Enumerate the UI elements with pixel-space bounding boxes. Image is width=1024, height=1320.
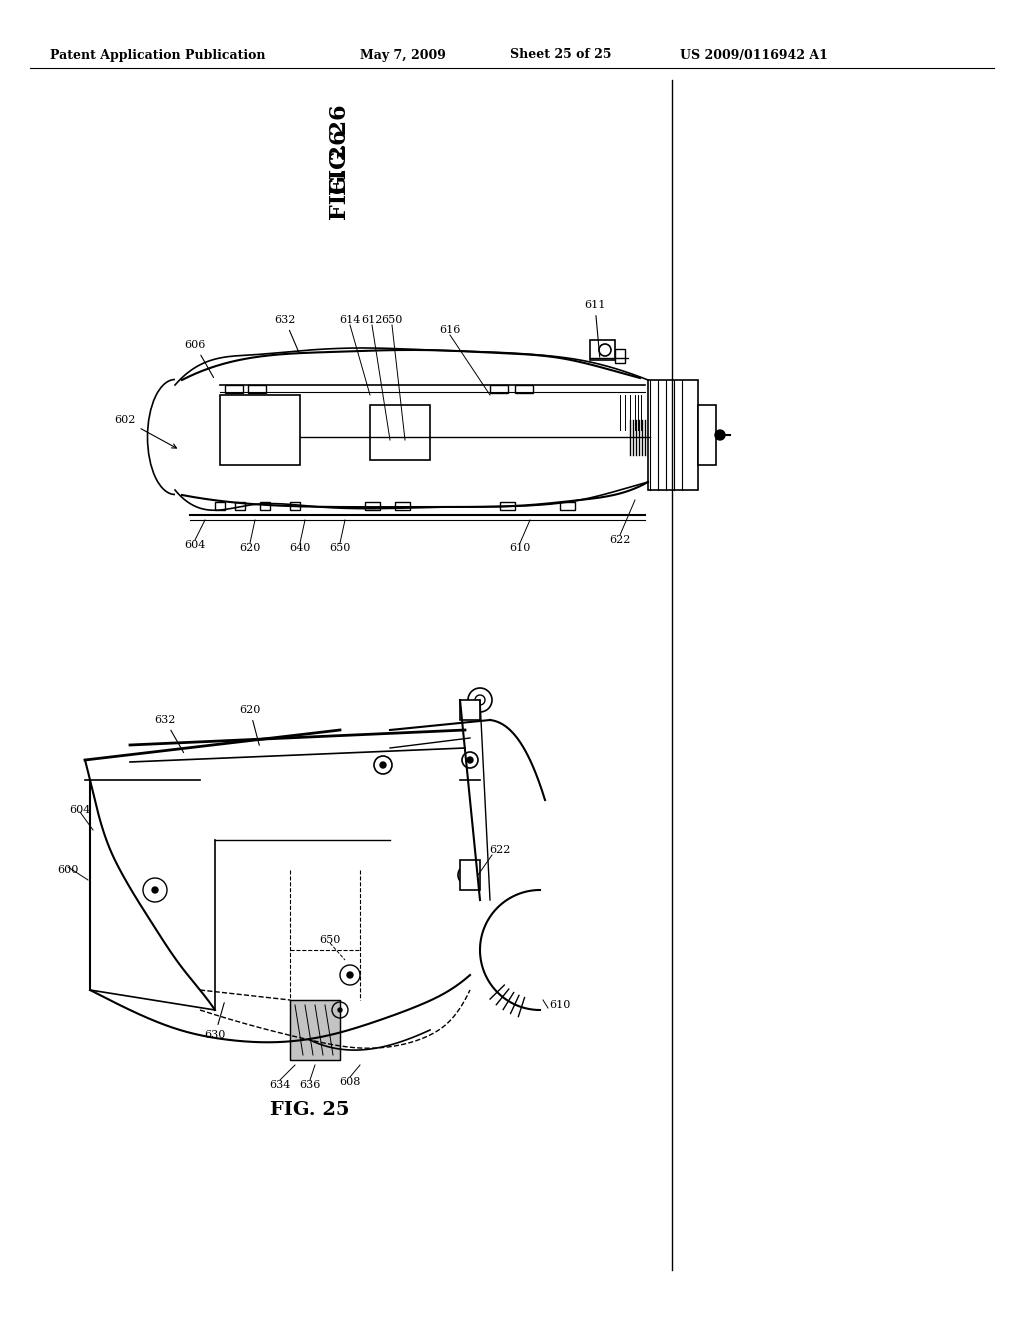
Text: 616: 616 [439, 325, 461, 335]
Text: 650: 650 [330, 543, 350, 553]
Circle shape [465, 873, 471, 878]
Bar [698, 405, 716, 465]
Circle shape [380, 762, 386, 768]
Bar [248, 385, 266, 393]
Text: 604: 604 [70, 805, 91, 814]
Circle shape [467, 756, 473, 763]
Bar [220, 395, 300, 465]
Text: 606: 606 [184, 341, 214, 378]
Text: 620: 620 [240, 543, 261, 553]
Text: FIG. 25: FIG. 25 [270, 1101, 350, 1119]
Bar [215, 502, 225, 510]
Text: Patent Application Publication: Patent Application Publication [50, 49, 265, 62]
Text: 608: 608 [339, 1077, 360, 1086]
Text: FIG. 26: FIG. 26 [329, 129, 351, 220]
Text: Sheet 25 of 25: Sheet 25 of 25 [510, 49, 611, 62]
Text: 650: 650 [381, 315, 402, 325]
Bar [500, 502, 515, 510]
Text: 602: 602 [115, 414, 176, 447]
Bar [648, 380, 698, 490]
Bar [365, 502, 380, 510]
Text: 600: 600 [57, 865, 79, 875]
Text: 632: 632 [155, 715, 183, 752]
Bar [460, 861, 480, 890]
Text: US 2009/0116942 A1: US 2009/0116942 A1 [680, 49, 827, 62]
Text: 610: 610 [509, 543, 530, 553]
Bar [615, 348, 625, 363]
Circle shape [338, 1008, 342, 1012]
Text: 632: 632 [274, 315, 299, 352]
Bar [225, 385, 243, 393]
Text: 610: 610 [549, 1001, 570, 1010]
Text: May 7, 2009: May 7, 2009 [360, 49, 445, 62]
Text: 604: 604 [184, 540, 206, 550]
Text: 634: 634 [269, 1080, 291, 1090]
Bar [560, 502, 575, 510]
Text: 622: 622 [489, 845, 511, 855]
Text: 640: 640 [290, 543, 310, 553]
Text: 622: 622 [609, 535, 631, 545]
Bar [260, 502, 270, 510]
Circle shape [715, 430, 725, 440]
Bar [290, 502, 300, 510]
Bar [370, 405, 430, 459]
Text: 630: 630 [205, 1003, 225, 1040]
Bar [460, 700, 480, 719]
Text: 620: 620 [240, 705, 261, 746]
Bar [234, 502, 245, 510]
Text: 636: 636 [299, 1080, 321, 1090]
Bar [395, 502, 410, 510]
Bar [515, 385, 534, 393]
Text: 612: 612 [361, 315, 383, 325]
Text: 650: 650 [319, 935, 341, 945]
Circle shape [152, 887, 158, 894]
Text: 611: 611 [585, 300, 605, 358]
Bar [590, 341, 615, 360]
Text: FIG. 26: FIG. 26 [329, 104, 351, 195]
Polygon shape [290, 1001, 340, 1060]
Bar [490, 385, 508, 393]
Circle shape [347, 972, 353, 978]
Text: 614: 614 [339, 315, 360, 325]
